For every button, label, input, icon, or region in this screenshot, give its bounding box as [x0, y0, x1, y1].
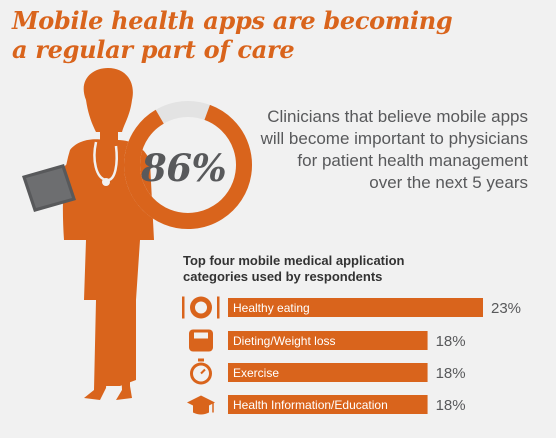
- bar-category-label: Healthy eating: [233, 301, 310, 315]
- bar-category-label: Exercise: [233, 366, 279, 380]
- bar: [228, 363, 428, 382]
- stat-description-line: Clinicians that believe mobile apps: [267, 107, 528, 126]
- bar: [228, 298, 483, 317]
- bar-value-label: 23%: [491, 300, 521, 317]
- stat-value: 86%: [141, 146, 227, 190]
- bar-category-label: Health Information/Education: [233, 398, 388, 412]
- tablet-icon: [22, 164, 76, 212]
- bar-category-label: Dieting/Weight loss: [233, 334, 336, 348]
- stat-description-line: over the next 5 years: [369, 173, 528, 192]
- scale-icon: [189, 329, 213, 352]
- chart-title-line: categories used by respondents: [183, 269, 383, 284]
- graduation-cap-icon: [187, 395, 215, 415]
- bar-value-label: 18%: [436, 365, 466, 382]
- plate-icon: [182, 296, 220, 319]
- title-line-2: a regular part of care: [12, 35, 295, 64]
- stat-description: Clinicians that believe mobile apps will…: [228, 106, 528, 194]
- stopwatch-icon: [190, 358, 212, 385]
- title-line-1: Mobile health apps are becoming: [12, 6, 453, 35]
- bar-value-label: 18%: [436, 397, 466, 414]
- stat-description-line: for patient health management: [297, 151, 528, 170]
- bar: [228, 331, 428, 350]
- chart-title: Top four mobile medical application cate…: [183, 253, 503, 285]
- bar-value-label: 18%: [436, 333, 466, 350]
- stat-description-line: will become important to physicians: [260, 129, 528, 148]
- page-title: Mobile health apps are becoming a regula…: [12, 6, 453, 64]
- stat-ring-arc: [124, 104, 252, 229]
- chart-title-line: Top four mobile medical application: [183, 253, 405, 268]
- bar: [228, 395, 428, 414]
